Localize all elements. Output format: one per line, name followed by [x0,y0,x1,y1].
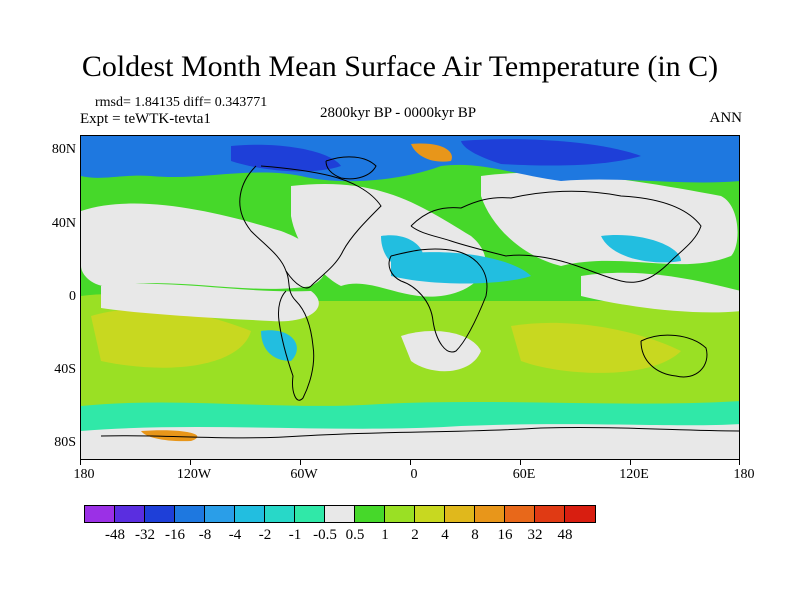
colorbar-label: -1 [288,527,302,543]
colorbar-swatch [295,506,325,522]
season-label: ANN [709,110,743,126]
arctic-cold-canada [231,144,341,172]
warm-patch-pacific [91,308,251,368]
tick [80,460,81,465]
colorbar-label: -16 [165,527,185,543]
warm-patch-indian [511,322,681,373]
lat-label-40n: 40N [51,216,76,231]
coastline-north-america-west [239,165,312,289]
colorbar-swatch [205,506,235,522]
colorbar-swatch [565,506,595,522]
lat-label-0: 0 [69,289,76,304]
tick [190,460,191,465]
coastline-australia [640,334,708,378]
colorbar [84,505,596,523]
map-canvas [81,136,739,459]
lon-label-120e: 120E [619,467,649,482]
colorbar-label: 8 [471,527,479,543]
colorbar-label: -48 [105,527,125,543]
warm-spot-greenland-sea [411,143,452,162]
coastline-greenland [325,156,377,180]
neutral-region-eurasia [481,172,738,266]
colorbar-swatch [235,506,265,522]
lon-label-120w: 120W [176,467,212,482]
tick [630,460,631,465]
lat-label-80s: 80S [54,435,76,450]
arctic-cold-core [461,139,641,166]
warm-spot-antarctic [141,430,198,442]
lon-label-180w: 180 [73,467,95,482]
colorbar-swatch [535,506,565,522]
coastline-south-america [278,270,315,401]
temperature-map [80,135,740,460]
cool-anomaly-china [601,235,681,263]
coastline-antarctica [100,427,739,439]
coastline-north-america-east [260,165,382,287]
lat-label-40s: 40S [54,362,76,377]
colorbar-swatch [115,506,145,522]
colorbar-label: 0.5 [345,527,365,543]
colorbar-swatch [415,506,445,522]
colorbar-swatch [475,506,505,522]
neutral-region-south-atlantic [401,331,481,372]
neutral-region-tropical-pacific [101,283,319,322]
colorbar-label: 4 [441,527,449,543]
colorbar-label: 16 [497,527,513,543]
period-label: 2800kyr BP - 0000kyr BP [320,105,477,121]
colorbar-label: -2 [258,527,272,543]
neutral-region-north-pacific [81,203,326,289]
cool-anomaly-south-america [261,330,297,361]
tick [300,460,301,465]
coastline-africa [388,248,488,353]
experiment-line: Expt = teWTK-tevta1 [80,111,211,127]
lon-label-60w: 60W [290,467,318,482]
tick [739,460,740,465]
lon-label-180e: 180 [733,467,755,482]
lon-label-0: 0 [410,467,418,482]
colorbar-label: -4 [228,527,242,543]
lat-label-80n: 80N [51,142,76,157]
colorbar-swatch [145,506,175,522]
map-title: Coldest Month Mean Surface Air Temperatu… [81,50,719,83]
colorbar-swatch [265,506,295,522]
colorbar-label: 32 [527,527,543,543]
colorbar-swatch [385,506,415,522]
neutral-region-west-pacific [581,272,739,313]
antarctic-neutral-region [81,424,739,459]
colorbar-label: -0.5 [313,527,337,543]
coastlines [100,156,739,439]
colorbar-swatch [505,506,535,522]
colorbar-label: 48 [557,527,573,543]
stats-line: rmsd= 1.84135 diff= 0.343771 [95,95,268,110]
coastline-eurasia [410,190,702,283]
colorbar-swatch [355,506,385,522]
cool-anomaly-sahara [391,252,531,284]
colorbar-label: 1 [381,527,389,543]
colorbar-label: -32 [135,527,155,543]
colorbar-swatch [325,506,355,522]
tick [520,460,521,465]
lon-label-60e: 60E [512,467,536,482]
tick [410,460,411,465]
colorbar-swatch [175,506,205,522]
colorbar-swatch [445,506,475,522]
colorbar-swatch [85,506,115,522]
colorbar-label: -8 [198,527,212,543]
colorbar-label: 2 [411,527,419,543]
